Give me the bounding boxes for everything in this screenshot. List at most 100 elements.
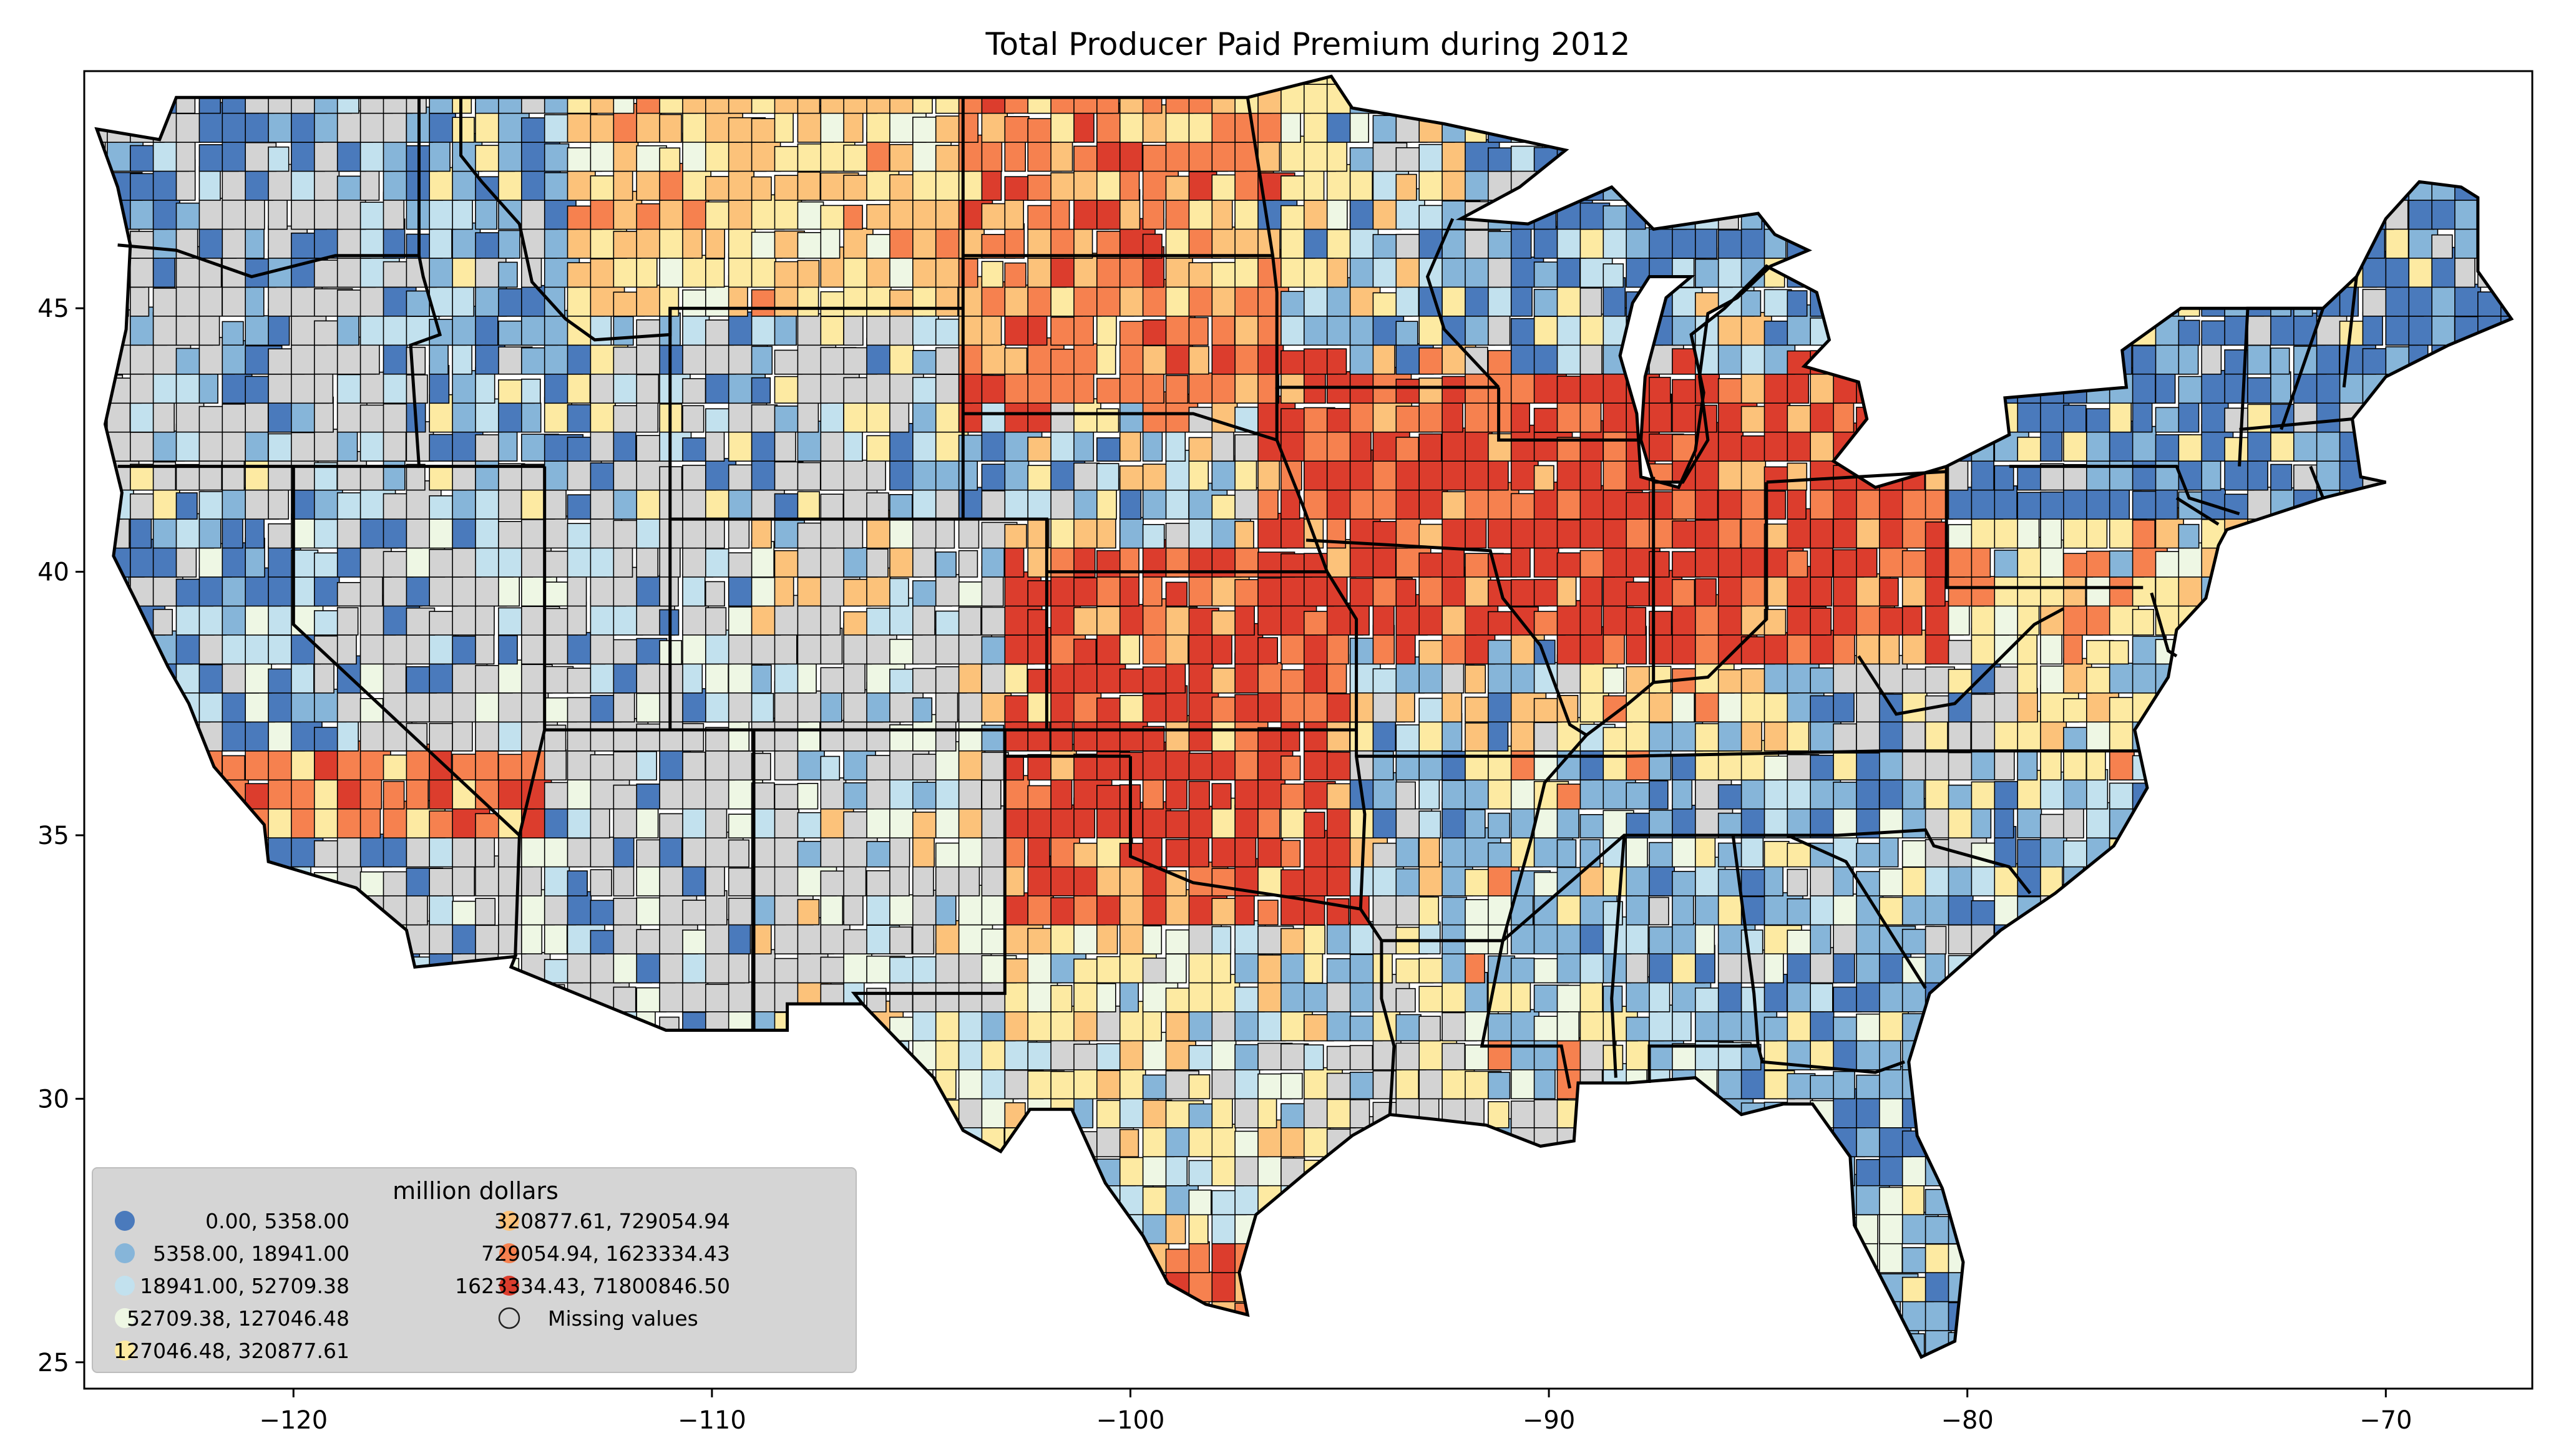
county <box>2224 1009 2246 1042</box>
county <box>452 1060 480 1100</box>
county <box>2109 719 2134 752</box>
county <box>2132 895 2154 926</box>
county <box>1372 1299 1410 1331</box>
county <box>359 573 383 607</box>
county <box>383 836 407 868</box>
county <box>820 1087 856 1128</box>
county <box>2132 1099 2155 1128</box>
county <box>336 1125 362 1158</box>
county <box>2477 770 2497 810</box>
county <box>2270 637 2308 665</box>
county <box>1281 1366 1307 1389</box>
county <box>1856 1304 1878 1331</box>
county <box>1948 349 1984 375</box>
county <box>705 548 729 578</box>
county <box>97 246 106 288</box>
county <box>175 1095 203 1128</box>
county <box>2431 1306 2454 1331</box>
county <box>198 456 222 491</box>
county <box>1372 1157 1412 1187</box>
county <box>2270 596 2305 636</box>
county <box>2431 452 2467 491</box>
county <box>268 485 290 520</box>
county <box>1073 1321 1096 1357</box>
county <box>1579 87 1599 114</box>
county <box>935 166 962 201</box>
county <box>636 1067 660 1100</box>
county <box>2155 868 2195 896</box>
county <box>1924 248 1956 288</box>
county <box>1695 1322 1726 1357</box>
county <box>2477 981 2501 1012</box>
county <box>1833 226 1858 259</box>
county <box>2362 868 2394 896</box>
county <box>1097 1363 1129 1389</box>
county <box>1948 1180 1970 1216</box>
county <box>1050 1294 1082 1331</box>
county <box>2017 260 2047 288</box>
county <box>1810 76 1846 85</box>
county <box>1626 1124 1655 1158</box>
county <box>97 627 110 665</box>
county <box>359 804 381 838</box>
county <box>889 578 909 607</box>
county <box>2109 983 2149 1012</box>
county <box>2132 1189 2158 1216</box>
county <box>1602 87 1627 114</box>
county <box>2408 1299 2436 1331</box>
county <box>2132 1243 2170 1274</box>
county <box>2339 1014 2371 1042</box>
county <box>1579 1128 1619 1158</box>
county <box>2362 1123 2391 1158</box>
county <box>1372 1216 1403 1245</box>
county <box>107 89 143 114</box>
county <box>198 747 223 781</box>
county <box>2109 231 2137 259</box>
county <box>2132 231 2153 259</box>
county <box>107 606 146 636</box>
county <box>1856 76 1879 114</box>
county <box>2454 928 2475 954</box>
county <box>1510 284 1533 317</box>
county <box>1142 1187 1168 1216</box>
county <box>2500 1175 2512 1216</box>
county <box>130 755 153 781</box>
county <box>1695 834 1716 868</box>
county <box>1948 76 1979 85</box>
county <box>1028 1361 1046 1389</box>
county <box>1188 317 1209 346</box>
county <box>1441 1271 1478 1303</box>
county <box>1188 86 1215 114</box>
county <box>682 1120 716 1158</box>
county <box>1050 1176 1086 1216</box>
county <box>935 551 957 578</box>
county <box>958 76 983 85</box>
county <box>2155 1190 2188 1216</box>
county <box>1994 338 2028 375</box>
county <box>1924 521 1947 549</box>
county <box>843 660 866 694</box>
county <box>774 76 801 85</box>
county <box>2247 885 2281 926</box>
county <box>268 146 290 172</box>
county <box>429 722 453 752</box>
county <box>291 76 321 85</box>
county <box>1349 167 1373 201</box>
county <box>1810 249 1845 288</box>
county <box>774 1132 809 1158</box>
county <box>2454 1089 2481 1128</box>
county <box>2109 944 2131 984</box>
county <box>406 775 429 810</box>
county <box>889 1327 915 1357</box>
county <box>2063 946 2086 984</box>
county <box>1004 140 1027 172</box>
county <box>1948 278 1986 317</box>
county <box>2362 1214 2384 1245</box>
county <box>2247 88 2271 114</box>
county <box>1465 1215 1491 1245</box>
county <box>2247 1319 2273 1357</box>
county <box>2017 922 2043 954</box>
county <box>198 430 226 462</box>
county <box>383 1057 421 1100</box>
county <box>1096 1323 1116 1357</box>
